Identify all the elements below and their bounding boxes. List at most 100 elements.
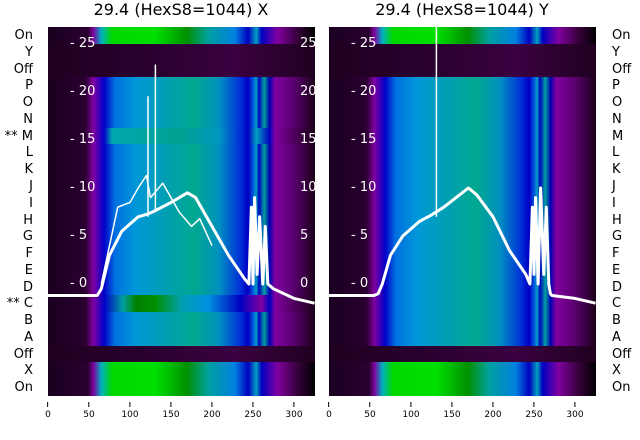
x-tick-label: 100 (121, 402, 138, 420)
row-label-left: On (14, 380, 33, 396)
overlay-y-tick-label: 10 (300, 180, 315, 195)
heatmap-row-on (48, 379, 315, 396)
x-tick-label: 50 (83, 402, 94, 420)
row-label-right: H (612, 212, 622, 228)
x-tick-label: 0 (326, 402, 332, 420)
row-label-right: A (612, 329, 621, 345)
y-tick-label: - 15 (351, 132, 377, 147)
y-tick-label: - 25 (70, 36, 96, 51)
row-label-right: On (612, 380, 631, 396)
row-label-right: P (612, 78, 620, 94)
x-tick-label: 50 (364, 402, 375, 420)
row-label-right: X (612, 363, 621, 379)
heatmap-row-on (329, 27, 596, 45)
y-tick-label: - 10 (70, 180, 96, 195)
row-label-left: Off (13, 346, 33, 362)
x-tick-label: 250 (244, 402, 261, 420)
row-label-left: F (25, 246, 33, 262)
row-label-right: M (612, 128, 624, 144)
heatmap-row-n (48, 110, 315, 129)
overlay-y-tick-label: 20 (300, 84, 315, 99)
heatmap-row-b (329, 312, 596, 330)
y-tick-label: - 15 (70, 132, 96, 147)
row-label-left: O (22, 95, 33, 111)
heatmap-row-y (329, 43, 596, 62)
heatmap-x: - 25 25 - 20 20 - 15 15 - 10 10 - 5 5 - 0 0 (48, 27, 315, 396)
heatmap-row-i (48, 194, 315, 212)
row-label-right: O (612, 95, 623, 111)
row-label-left: N (23, 111, 33, 127)
row-label-left: L (25, 145, 33, 161)
heatmap-row-g (329, 228, 596, 246)
heatmap-row-m (329, 127, 596, 145)
heatmap-row-o (329, 94, 596, 112)
heatmap-row-k (329, 161, 596, 179)
x-tick-label: 150 (162, 402, 179, 420)
curves (329, 27, 596, 305)
heatmap-row-o (48, 94, 315, 112)
heatmap-row-l (329, 144, 596, 162)
heatmap-row-i (329, 194, 596, 212)
row-label-right: D (612, 279, 623, 295)
heatmap-y: - 25 - 20 - 15 - 10 - 5 - 0 (329, 27, 596, 396)
y-tick-label: - 25 (351, 36, 377, 51)
heatmap-row-c (48, 295, 315, 313)
series-line-alt (100, 174, 213, 285)
heatmap-row-h (329, 211, 596, 229)
row-label-left: P (25, 78, 33, 94)
heatmap-row-a (48, 328, 315, 347)
heatmap-row-g (48, 228, 315, 246)
y-tick-label: - 10 (351, 180, 377, 195)
row-label-left: D (22, 279, 33, 295)
row-label-right: K (612, 162, 621, 178)
heatmap-row-off (48, 60, 315, 78)
row-label-right: G (612, 229, 623, 245)
row-label-right: Off (612, 61, 632, 77)
x-tick-label: 250 (525, 402, 542, 420)
x-tick-label: 100 (402, 402, 419, 420)
heatmap-row-b (48, 312, 315, 330)
series-line-main (329, 186, 596, 305)
y-tick-label: - 20 (70, 84, 96, 99)
row-label-right: C (612, 296, 622, 312)
curves (48, 64, 315, 305)
row-label-right: L (612, 145, 620, 161)
row-label-left: K (24, 162, 33, 178)
overlay-y-tick-label: 15 (300, 132, 315, 147)
y-tick-label: - 0 (351, 276, 369, 291)
y-tick-label: - 5 (351, 228, 369, 243)
heatmap-row-a (329, 328, 596, 347)
heatmap-row-p (329, 77, 596, 95)
heatmap-row-off (329, 60, 596, 78)
y-tick-label: - 5 (70, 228, 88, 243)
heatmap-row-p (48, 77, 315, 95)
overlay-y-tick-label: 5 (300, 228, 309, 243)
row-label-left: G (22, 229, 33, 245)
row-label-left: J (29, 178, 33, 194)
heatmap-row-n (329, 110, 596, 129)
row-label-left: A (24, 329, 33, 345)
row-label-right: N (612, 111, 622, 127)
row-label-left: On (14, 28, 33, 43)
overlay-y-tick-label: 0 (300, 276, 309, 291)
title-x: 29.4 (HexS8=1044) X (93, 0, 269, 19)
title-y: 29.4 (HexS8=1044) Y (375, 0, 549, 19)
row-label-right: On (612, 28, 631, 43)
y-tick-label: - 20 (351, 84, 377, 99)
row-label-left: Off (13, 61, 33, 77)
row-label-left: Y (25, 44, 33, 60)
heatmap-row-on (48, 27, 315, 45)
heatmap-row-j (48, 177, 315, 196)
row-label-left: B (24, 313, 33, 329)
row-label-left: I (29, 195, 33, 211)
row-label-left: ** M (4, 128, 33, 144)
x-tick-label: 150 (443, 402, 460, 420)
row-label-right: Y (612, 44, 620, 60)
heatmap-row-off (48, 345, 315, 363)
heatmap-row-x (329, 362, 596, 380)
row-label-right: J (612, 178, 616, 194)
row-label-right: I (612, 195, 616, 211)
heatmap-row-c (329, 295, 596, 313)
x-tick-label: 0 (45, 402, 51, 420)
row-label-right: E (612, 262, 621, 278)
